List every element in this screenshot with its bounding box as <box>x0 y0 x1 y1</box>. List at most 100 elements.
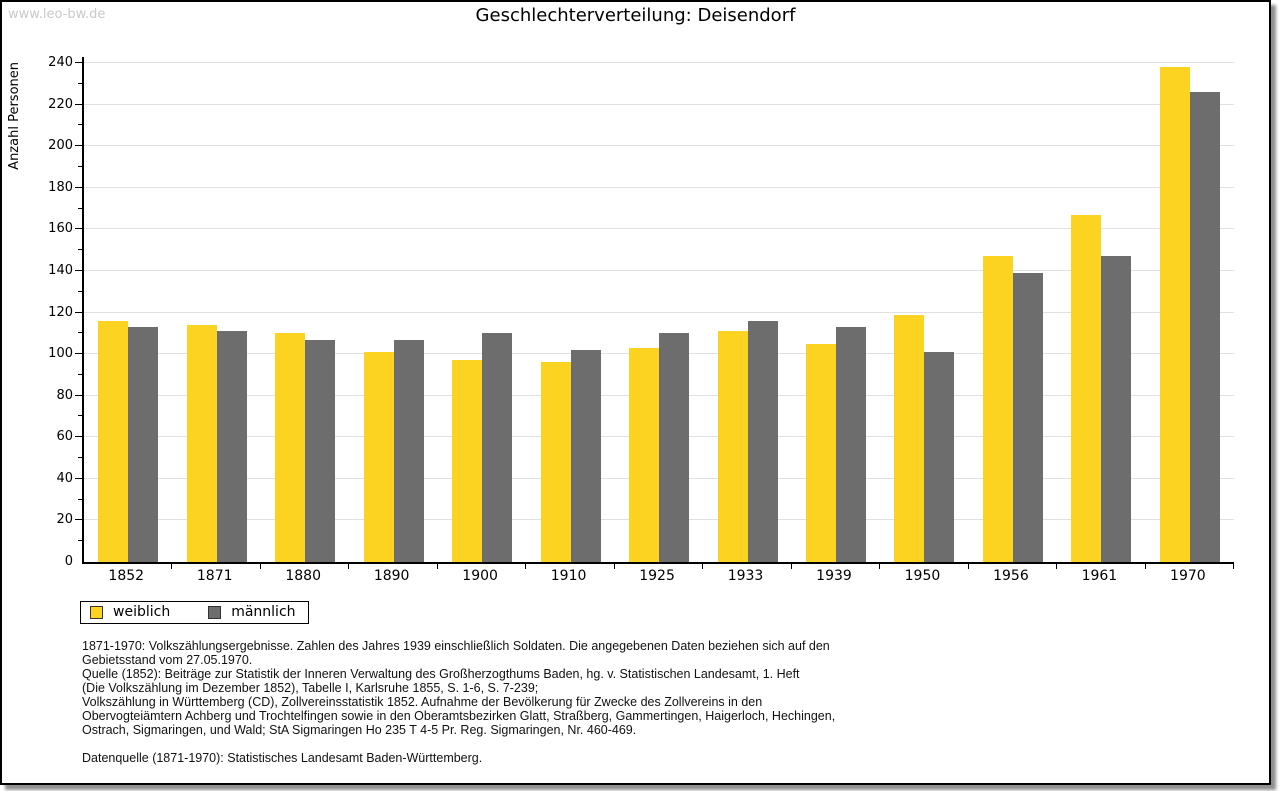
bar-weiblich-1852 <box>98 320 129 562</box>
x-tick-3 <box>348 564 350 569</box>
gridline-160 <box>84 228 1234 230</box>
y-tick-label-0: 0 <box>64 554 73 569</box>
x-tick-7 <box>702 564 704 569</box>
footnote-line-6: Obervogteiämtern Achberg und Trochtelfin… <box>82 709 836 723</box>
x-ticks <box>84 562 1234 569</box>
y-minor-tick-10 <box>78 540 82 542</box>
bar-weiblich-1961 <box>1071 214 1102 562</box>
y-major-tick-100 <box>75 353 82 355</box>
y-major-tick-180 <box>75 186 82 188</box>
bar-group-1852 <box>84 57 172 562</box>
y-tick-label-180: 180 <box>48 179 73 195</box>
y-minor-tick-230 <box>78 82 82 84</box>
y-major-tick-80 <box>75 394 82 396</box>
bars-container <box>84 57 1234 562</box>
bar-group-1956 <box>969 57 1057 562</box>
x-label-1910: 1910 <box>550 568 587 584</box>
bar-männlich-1970 <box>1189 92 1220 562</box>
x-tick-2 <box>259 564 261 569</box>
y-major-tick-220 <box>75 103 82 105</box>
bar-group-1900 <box>438 57 526 562</box>
y-minor-tick-210 <box>78 124 82 126</box>
x-tick-8 <box>790 564 792 569</box>
footnote-line-7: Ostrach, Sigmaringen, und Wald; StA Sigm… <box>82 723 637 737</box>
x-label-1871: 1871 <box>196 568 233 584</box>
bar-weiblich-1910 <box>540 362 571 562</box>
footnote-line-2: Gebietsstand vom 27.05.1970. <box>82 653 253 667</box>
legend-swatch-männlich <box>208 606 222 619</box>
y-minor-tick-70 <box>78 415 82 417</box>
bar-group-1910 <box>526 57 614 562</box>
y-tick-label-120: 120 <box>48 304 73 320</box>
bar-männlich-1900 <box>482 333 513 562</box>
y-major-tick-20 <box>75 519 82 521</box>
bar-männlich-1890 <box>393 339 424 562</box>
x-label-1852: 1852 <box>108 568 145 584</box>
y-tick-label-200: 200 <box>48 138 73 154</box>
y-minor-tick-30 <box>78 498 82 500</box>
y-tick-label-40: 40 <box>56 470 73 486</box>
legend-swatch-weiblich <box>90 606 103 619</box>
bar-männlich-1910 <box>570 349 601 562</box>
bar-männlich-1939 <box>835 327 866 562</box>
y-tick-label-240: 240 <box>48 55 73 70</box>
y-minor-tick-150 <box>78 249 82 251</box>
x-label-1950: 1950 <box>904 568 941 584</box>
footnotes: 1871-1970: Volkszählungsergebnisse. Zahl… <box>82 639 835 765</box>
y-minor-tick-130 <box>78 290 82 292</box>
legend-item-weiblich: weiblich <box>90 605 170 620</box>
datasource-line: Datenquelle (1871-1970): Statistisches L… <box>82 751 483 765</box>
x-label-1956: 1956 <box>993 568 1029 584</box>
bar-männlich-1956 <box>1012 273 1043 562</box>
y-major-tick-120 <box>75 311 82 313</box>
legend: weiblich männlich <box>80 601 309 624</box>
bar-weiblich-1970 <box>1159 67 1190 562</box>
bar-group-1961 <box>1057 57 1145 562</box>
x-tick-10 <box>967 564 969 569</box>
y-minor-tick-50 <box>78 457 82 459</box>
bar-weiblich-1900 <box>452 360 483 562</box>
gridline-180 <box>84 186 1234 188</box>
bar-weiblich-1933 <box>717 331 748 562</box>
x-label-1890: 1890 <box>373 568 410 584</box>
x-label-1970: 1970 <box>1170 568 1206 584</box>
y-major-tick-240 <box>75 62 82 63</box>
y-tick-label-100: 100 <box>48 346 73 362</box>
y-tick-label-80: 80 <box>56 387 73 403</box>
gridline-200 <box>84 145 1234 147</box>
y-tick-label-140: 140 <box>48 262 73 278</box>
footnote-line-4: (Die Volkszählung im Dezember 1852), Tab… <box>82 681 539 695</box>
footnote-line-3: Quelle (1852): Beiträge zur Statistik de… <box>82 667 800 681</box>
x-tick-9 <box>879 564 881 569</box>
bar-weiblich-1939 <box>805 343 836 562</box>
gridline-140 <box>84 269 1234 271</box>
bar-weiblich-1890 <box>363 352 394 562</box>
bar-männlich-1961 <box>1101 256 1132 562</box>
y-minor-tick-110 <box>78 332 82 334</box>
bar-group-1871 <box>172 57 260 562</box>
x-label-1880: 1880 <box>285 568 321 584</box>
x-label-1933: 1933 <box>727 568 764 584</box>
x-tick-6 <box>613 564 615 569</box>
bar-group-1890 <box>349 57 437 562</box>
y-major-tick-160 <box>75 228 82 230</box>
bar-group-1925 <box>615 57 703 562</box>
y-minor-tick-190 <box>78 165 82 167</box>
y-tick-label-60: 60 <box>56 429 73 445</box>
bar-weiblich-1871 <box>186 324 217 562</box>
bar-group-1939 <box>792 57 880 562</box>
bar-weiblich-1925 <box>629 347 660 562</box>
watermark: www.leo-bw.de <box>8 7 106 22</box>
x-tick-4 <box>436 564 438 569</box>
x-label-1925: 1925 <box>639 568 675 584</box>
y-major-tick-60 <box>75 436 82 438</box>
bar-weiblich-1956 <box>982 256 1013 562</box>
gridline-240 <box>84 62 1234 63</box>
footnote-text: 1871-1970: Volkszählungsergebnisse. Zahl… <box>82 639 835 737</box>
bar-männlich-1852 <box>128 327 159 562</box>
x-tick-5 <box>525 564 527 569</box>
y-tick-label-220: 220 <box>48 96 73 112</box>
bar-männlich-1933 <box>747 320 778 562</box>
x-tick-12 <box>1144 564 1146 569</box>
